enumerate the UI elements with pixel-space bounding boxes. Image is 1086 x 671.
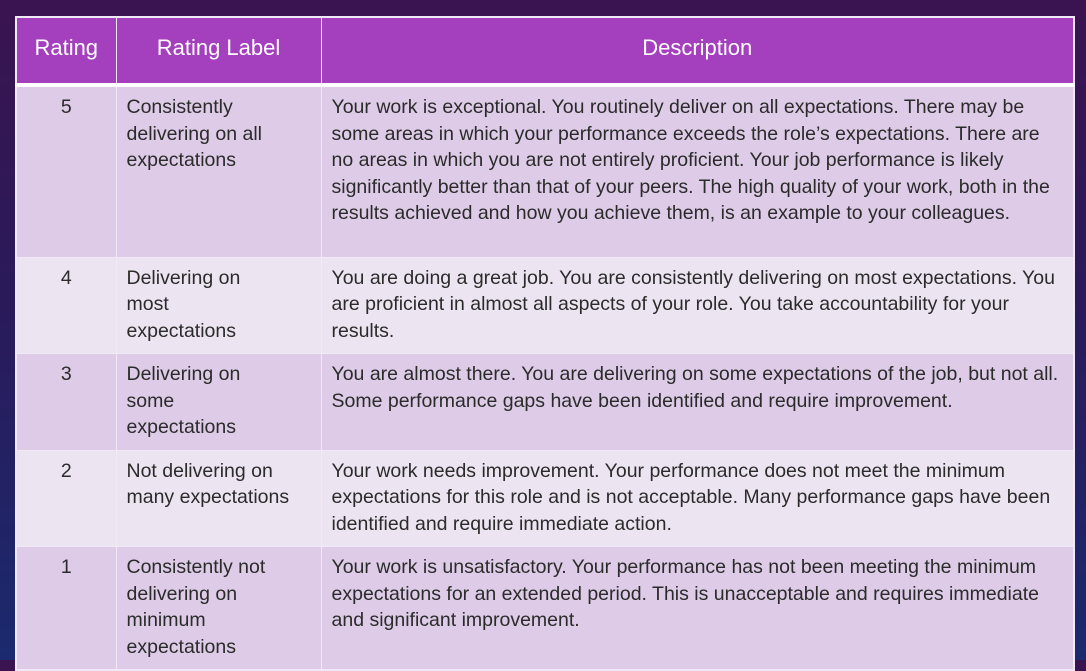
rating-cell: 3 xyxy=(15,353,117,451)
description-cell: You are almost there. You are delivering… xyxy=(320,353,1075,451)
table-row: 3 Delivering on some expectations You ar… xyxy=(15,353,1075,451)
table-row: 4 Delivering on most expectations You ar… xyxy=(15,256,1075,354)
table-row: 2 Not delivering on many expectations Yo… xyxy=(15,449,1075,547)
table-header-row: Rating Rating Label Description xyxy=(15,16,1075,86)
rating-cell: 1 xyxy=(15,546,117,671)
label-cell: Delivering on most expectations xyxy=(115,256,322,354)
label-cell: Delivering on some expectations xyxy=(115,353,322,451)
label-cell: Consistently not delivering on minimum e… xyxy=(115,546,322,671)
label-cell: Not delivering on many expectations xyxy=(115,449,322,547)
description-cell: Your work needs improvement. Your perfor… xyxy=(320,449,1075,547)
rating-cell: 5 xyxy=(15,84,117,258)
header-rating-label: Rating Label xyxy=(115,16,322,86)
table-row: 5 Consistently delivering on all expecta… xyxy=(15,84,1075,258)
description-cell: Your work is unsatisfactory. Your perfor… xyxy=(320,546,1075,671)
rating-table: Rating Rating Label Description 5 Consis… xyxy=(15,16,1075,671)
rating-cell: 4 xyxy=(15,256,117,354)
description-cell: You are doing a great job. You are consi… xyxy=(320,256,1075,354)
label-cell: Consistently delivering on all expectati… xyxy=(115,84,322,258)
table-row: 1 Consistently not delivering on minimum… xyxy=(15,546,1075,671)
header-description: Description xyxy=(320,16,1075,86)
header-rating: Rating xyxy=(15,16,117,86)
rating-cell: 2 xyxy=(15,449,117,547)
description-cell: Your work is exceptional. You routinely … xyxy=(320,84,1075,258)
